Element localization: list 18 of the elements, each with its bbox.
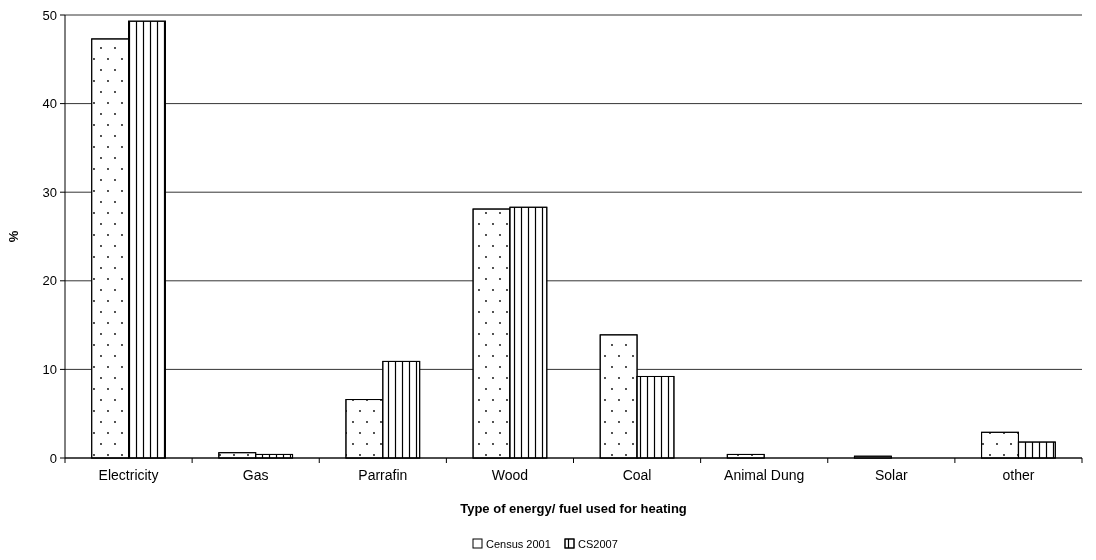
legend-label: CS2007 bbox=[578, 538, 618, 550]
legend-label: Census 2001 bbox=[486, 538, 551, 550]
x-tick-label: other bbox=[1002, 467, 1035, 483]
y-tick-label: 40 bbox=[42, 96, 57, 112]
y-tick-label: 30 bbox=[42, 184, 57, 200]
x-tick-label: Coal bbox=[622, 467, 652, 483]
y-tick-label: 10 bbox=[42, 361, 57, 377]
x-tick-label: Animal Dung bbox=[724, 467, 805, 483]
x-axis-title: Type of energy/ fuel used for heating bbox=[460, 501, 687, 516]
x-tick-label: Parrafin bbox=[358, 467, 408, 483]
y-tick-label: 50 bbox=[42, 7, 57, 23]
y-axis-title: % bbox=[6, 230, 21, 243]
x-tick-label: Electricity bbox=[98, 467, 159, 483]
x-tick-label: Wood bbox=[491, 467, 529, 483]
y-tick-label: 0 bbox=[49, 450, 57, 466]
x-tick-label: Solar bbox=[874, 467, 908, 483]
y-tick-label: 20 bbox=[42, 273, 57, 289]
x-tick-label: Gas bbox=[242, 467, 269, 483]
